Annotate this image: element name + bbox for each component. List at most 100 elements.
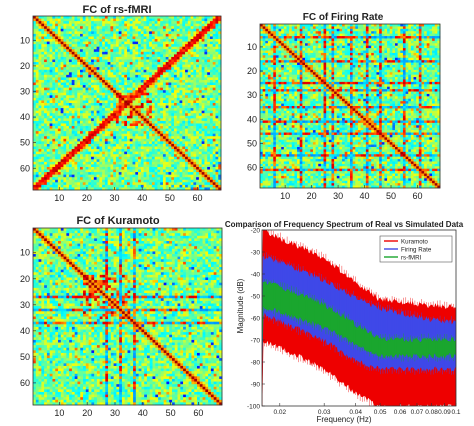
heatmap-cell bbox=[171, 85, 175, 88]
heatmap-cell bbox=[160, 92, 164, 96]
heatmap-cell bbox=[46, 72, 50, 76]
heatmap-cell bbox=[88, 105, 92, 109]
heatmap-cell bbox=[201, 56, 205, 60]
heatmap-cell bbox=[118, 51, 122, 55]
heatmap-cell bbox=[154, 161, 158, 165]
heatmap-cell bbox=[212, 39, 216, 42]
heatmap-cell bbox=[82, 182, 86, 186]
heatmap-cell bbox=[129, 136, 133, 140]
heatmap-cell bbox=[74, 133, 78, 137]
heatmap-cell bbox=[77, 46, 81, 50]
heatmap-cell bbox=[179, 31, 183, 35]
heatmap-cell bbox=[376, 24, 380, 27]
heatmap-cell bbox=[138, 146, 142, 150]
heatmap-cell bbox=[82, 174, 86, 178]
heatmap-cell bbox=[68, 154, 73, 158]
heatmap-cell bbox=[68, 97, 73, 101]
heatmap-cell bbox=[80, 74, 84, 78]
heatmap-cell bbox=[299, 33, 303, 37]
heatmap-cell bbox=[38, 118, 42, 122]
heatmap-cell bbox=[46, 36, 50, 40]
heatmap-cell bbox=[104, 39, 108, 42]
heatmap-cell bbox=[41, 146, 45, 150]
heatmap-cell bbox=[82, 151, 86, 155]
heatmap-cell bbox=[193, 74, 197, 78]
heatmap-cell bbox=[44, 146, 48, 150]
heatmap-cell bbox=[176, 41, 180, 45]
heatmap-cell bbox=[160, 146, 164, 150]
heatmap-cell bbox=[93, 172, 97, 175]
heatmap-cell bbox=[129, 33, 133, 37]
heatmap-cell bbox=[71, 174, 75, 178]
heatmap-cell bbox=[135, 28, 139, 32]
heatmap-cell bbox=[41, 161, 45, 165]
heatmap-cell bbox=[154, 59, 158, 63]
heatmap-cell bbox=[179, 69, 183, 73]
heatmap-cell bbox=[212, 64, 216, 68]
heatmap-cell bbox=[138, 87, 142, 91]
heatmap-cell bbox=[174, 90, 178, 94]
heatmap-cell bbox=[373, 31, 377, 34]
heatmap-cell bbox=[46, 87, 50, 91]
heatmap-cell bbox=[88, 118, 92, 122]
heatmap-cell bbox=[204, 143, 208, 147]
heatmap-cell bbox=[218, 161, 222, 165]
heatmap-cell bbox=[154, 74, 158, 78]
heatmap-cell bbox=[196, 77, 200, 81]
heatmap-cell bbox=[52, 51, 56, 55]
heatmap-cell bbox=[107, 123, 111, 127]
heatmap-cell bbox=[44, 169, 48, 173]
heatmap-cell bbox=[143, 90, 147, 94]
heatmap-cell bbox=[174, 159, 178, 163]
heatmap-cell bbox=[218, 67, 222, 71]
heatmap-cell bbox=[44, 156, 48, 160]
heatmap-cell bbox=[218, 41, 222, 45]
heatmap-cell bbox=[174, 72, 178, 76]
heatmap-cell bbox=[149, 26, 153, 30]
heatmap-cell bbox=[102, 118, 106, 122]
heatmap-cell bbox=[212, 62, 216, 65]
heatmap-cell bbox=[204, 156, 208, 160]
heatmap-cell bbox=[118, 110, 122, 114]
heatmap-cell bbox=[218, 179, 222, 183]
heatmap-cell bbox=[198, 115, 202, 119]
heatmap-cell bbox=[66, 67, 70, 71]
heatmap-cell bbox=[168, 97, 172, 101]
heatmap-cell bbox=[110, 110, 114, 114]
heatmap-cell bbox=[77, 131, 81, 135]
heatmap-cell bbox=[143, 62, 147, 65]
heatmap-cell bbox=[124, 92, 128, 96]
heatmap-cell bbox=[149, 97, 153, 101]
heatmap-cell bbox=[44, 62, 48, 65]
heatmap-cell bbox=[80, 177, 84, 181]
heatmap-cell bbox=[93, 41, 97, 45]
heatmap-cell bbox=[187, 136, 191, 140]
heatmap-cell bbox=[299, 31, 303, 34]
heatmap-cell bbox=[107, 62, 111, 65]
heatmap-cell bbox=[104, 126, 108, 129]
heatmap-cell bbox=[57, 149, 61, 152]
heatmap-cell bbox=[207, 39, 211, 42]
heatmap-cell bbox=[179, 138, 183, 142]
heatmap-cell bbox=[392, 28, 396, 32]
heatmap-cell bbox=[212, 138, 216, 142]
heatmap-cell bbox=[35, 143, 39, 147]
heatmap-cell bbox=[187, 16, 191, 19]
heatmap-cell bbox=[33, 146, 37, 150]
heatmap-cell bbox=[55, 95, 59, 99]
heatmap-cell bbox=[113, 36, 117, 40]
heatmap-cell bbox=[204, 56, 208, 60]
heatmap-cell bbox=[143, 108, 147, 112]
heatmap-cell bbox=[421, 28, 425, 32]
heatmap-cell bbox=[110, 33, 114, 37]
heatmap-cell bbox=[174, 26, 178, 30]
heatmap-cell bbox=[104, 154, 108, 158]
heatmap-cell bbox=[107, 95, 111, 99]
heatmap-cell bbox=[209, 151, 214, 155]
heatmap-cell bbox=[66, 33, 70, 37]
heatmap-cell bbox=[149, 159, 153, 163]
heatmap-cell bbox=[102, 103, 106, 106]
heatmap-cell bbox=[179, 90, 183, 94]
heatmap-cell bbox=[157, 36, 161, 40]
heatmap-cell bbox=[149, 39, 153, 42]
